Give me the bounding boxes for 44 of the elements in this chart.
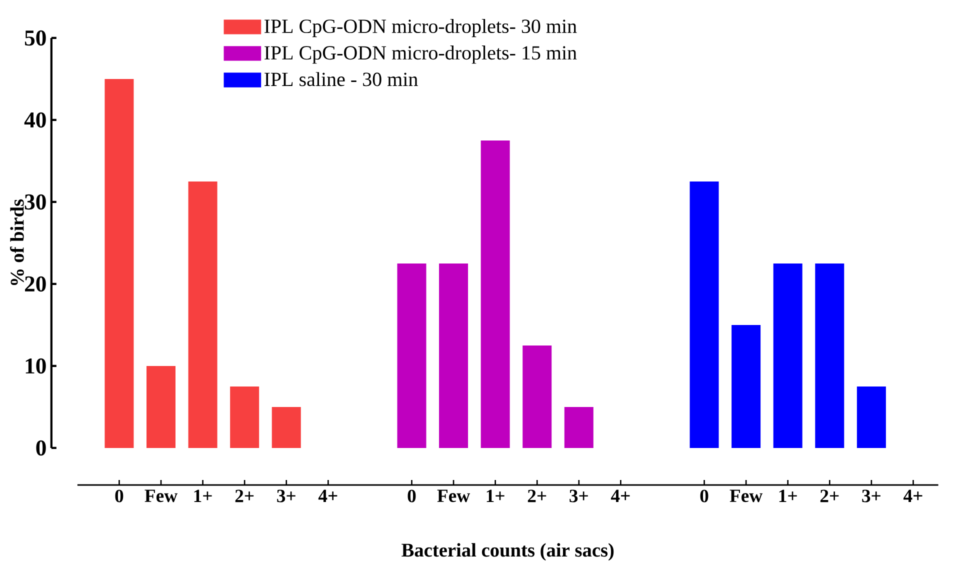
x-tick-label: 1+ (779, 490, 797, 502)
x-tick-label: 1+ (486, 490, 504, 502)
x-tick-label: 3+ (570, 490, 588, 502)
x-tick-label: 0 (700, 490, 708, 502)
y-tick-label: 20 (25, 276, 46, 292)
x-tick-label: 1+ (194, 490, 212, 502)
legend-label: IPL CpG-ODN micro-droplets- 30 min (264, 18, 577, 38)
bar (272, 406, 301, 448)
x-tick-label: 2+ (528, 490, 546, 502)
bar (397, 263, 426, 448)
y-tick-label: 50 (24, 30, 46, 46)
x-tick-label: Few (437, 490, 470, 502)
bar (188, 181, 218, 448)
bar (815, 263, 844, 448)
x-tick-label: 4+ (903, 490, 922, 502)
y-axis-title: % of birds (10, 199, 24, 285)
y-tick-label: 10 (26, 358, 46, 374)
bar (856, 386, 886, 448)
legend-label: IPL saline - 30 min (264, 72, 418, 86)
bar (564, 406, 594, 448)
x-tick-label: 2+ (820, 490, 839, 502)
y-tick-label: 40 (24, 112, 46, 128)
x-tick-label: Few (730, 490, 763, 502)
bar (104, 78, 134, 448)
x-tick-label: 4+ (610, 490, 630, 502)
bar (230, 386, 260, 448)
x-tick-label: 2+ (235, 490, 254, 502)
bar (690, 181, 719, 448)
y-tick-label: 30 (24, 194, 46, 210)
bar (522, 345, 552, 448)
bar (146, 366, 176, 448)
bar (439, 263, 468, 448)
x-tick-label: 3+ (862, 490, 880, 502)
x-tick-label: 0 (115, 490, 124, 502)
x-tick-label: 0 (408, 490, 416, 502)
x-tick-label: 3+ (277, 490, 296, 502)
bar (773, 263, 802, 448)
y-tick-label: 0 (36, 440, 46, 456)
x-tick-label: 4+ (318, 490, 338, 502)
legend-label: IPL CpG-ODN micro-droplets- 15 min (264, 45, 577, 64)
x-axis-title: Bacterial counts (air sacs) (402, 543, 614, 561)
bar (732, 324, 761, 448)
bar (480, 140, 510, 448)
x-tick-label: Few (144, 490, 178, 502)
